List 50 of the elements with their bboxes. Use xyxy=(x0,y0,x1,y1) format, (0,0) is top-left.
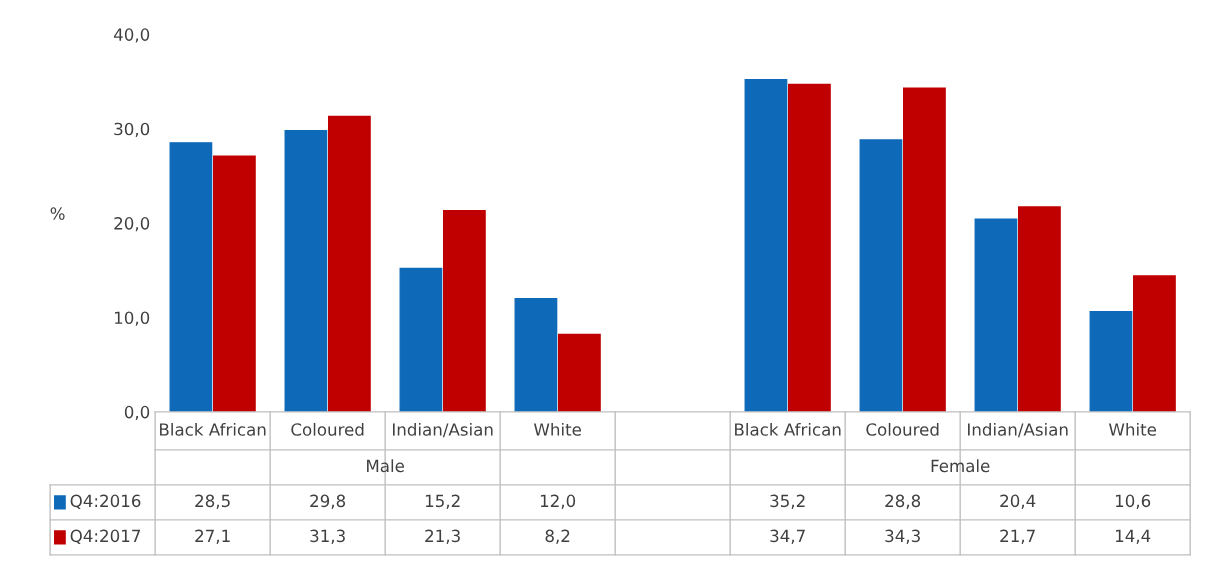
data-label: 35,2 xyxy=(770,494,805,509)
bar xyxy=(1133,275,1176,412)
bar xyxy=(284,129,328,412)
x-tick-label: Black African xyxy=(735,422,841,436)
x-tick-label: White xyxy=(533,422,581,436)
bar xyxy=(514,297,558,412)
bar xyxy=(974,218,1018,412)
x-tick-label: Indian/Asian xyxy=(393,422,493,438)
y-tick-label: 10,0 xyxy=(115,311,150,326)
x-tick-label: White xyxy=(1109,422,1157,436)
data-label: 15,2 xyxy=(425,494,460,509)
bar xyxy=(557,333,601,412)
bar xyxy=(903,87,946,412)
text: Female xyxy=(931,459,990,473)
data-label: 29,8 xyxy=(310,494,346,509)
data-label: 34,3 xyxy=(885,529,920,544)
bar xyxy=(1089,311,1133,412)
data-label: 21,7 xyxy=(1000,529,1035,544)
text: Male xyxy=(367,459,404,473)
bar xyxy=(788,83,831,412)
data-label: 14,4 xyxy=(1115,529,1151,544)
data-label: 27,1 xyxy=(195,529,230,544)
data-label: 20,4 xyxy=(1000,494,1036,509)
x-tick-label: Black African xyxy=(160,422,266,436)
data-label: 8,2 xyxy=(545,529,570,544)
y-tick-label: 20,0 xyxy=(114,217,150,232)
data-label: 12,0 xyxy=(540,494,576,509)
bar xyxy=(442,210,486,412)
data-label: 10,6 xyxy=(1115,494,1151,509)
legend-label: Q4:2016 xyxy=(70,494,141,510)
bar xyxy=(744,78,788,412)
y-tick-label: 0,0 xyxy=(124,405,150,421)
bar xyxy=(1018,206,1061,412)
data-label: 34,7 xyxy=(770,529,805,544)
bar xyxy=(169,142,213,412)
x-tick-label: Coloured xyxy=(866,422,939,436)
bar xyxy=(327,115,371,412)
bar xyxy=(399,267,443,412)
bar xyxy=(859,139,903,412)
data-label: 28,8 xyxy=(885,494,921,509)
y-tick-label: 30,0 xyxy=(114,122,150,137)
y-tick-label: 40,0 xyxy=(113,28,150,43)
data-label: 28,5 xyxy=(195,494,230,509)
data-label: 31,3 xyxy=(310,529,345,544)
legend-label: Q4:2017 xyxy=(70,529,141,545)
x-tick-label: Indian/Asian xyxy=(968,422,1068,438)
x-tick-label: Coloured xyxy=(291,422,364,436)
y-axis-title: % xyxy=(50,207,65,220)
data-label: 21,3 xyxy=(425,529,460,544)
bar xyxy=(212,155,256,412)
